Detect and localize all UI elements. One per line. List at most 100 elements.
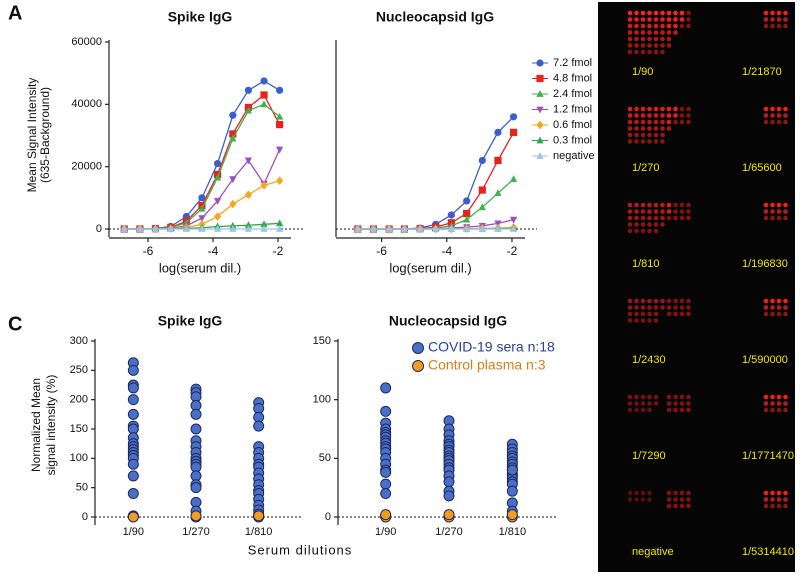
spot [647,298,652,304]
panel-label: A [8,2,22,24]
spot [640,202,646,208]
spot [666,23,672,29]
dot [506,485,518,497]
spot [660,113,665,118]
spot [686,113,691,118]
marker [229,130,237,138]
x-axis-label: log(serum dil.) [389,260,471,275]
spot [647,132,652,138]
marker [276,146,284,154]
spot [770,209,775,214]
spot [686,23,691,29]
dot [127,408,139,420]
dot [443,509,455,521]
spot [647,23,652,29]
legend-marker [536,106,544,114]
marker [260,100,268,108]
spot [770,119,775,125]
spot [679,119,685,125]
spot [640,139,646,144]
spot [647,139,652,144]
spot [666,209,672,214]
spot [660,209,665,214]
marker [244,225,253,232]
spot [660,126,665,131]
dilution-label: 1/21870 [742,66,782,78]
spot [776,209,782,214]
marker [494,128,502,136]
spot [634,311,639,317]
spot [660,23,665,29]
spot [634,222,639,227]
spot [686,119,691,125]
x-axis-label: log(serum dil.) [159,260,241,275]
spot [647,305,652,310]
spot [627,17,633,22]
spot [776,401,782,406]
spot [666,298,672,304]
spot [647,407,652,413]
spot [679,215,685,221]
marker [463,197,471,205]
spot [686,407,691,413]
spot [673,305,678,310]
spot [673,215,678,221]
spot [673,209,678,214]
spot [634,30,639,35]
spot [634,132,639,138]
spot [686,106,691,112]
dot [380,509,392,521]
marker [276,219,284,227]
spot [634,318,639,323]
spot [666,311,672,317]
spot [763,490,769,496]
spot [666,30,672,35]
spot [763,23,769,29]
spot [679,17,685,22]
spot [634,401,639,406]
marker [463,215,471,223]
spot [666,497,672,502]
marker [447,225,455,232]
spot [679,401,685,406]
spot [666,126,672,131]
spot [770,202,775,208]
spot [634,139,639,144]
spot [634,202,639,208]
spot [776,394,782,400]
spot [686,497,691,502]
spot [653,17,659,22]
spot [770,113,775,118]
y-tick-label: 150 [70,423,88,435]
spot [783,407,788,413]
spot [653,394,659,400]
spot [627,119,633,125]
spot [679,407,685,413]
spot [770,503,775,509]
spot [679,305,685,310]
spot [647,490,652,496]
spot [666,106,672,112]
legend-label: 4.8 fmol [553,72,592,84]
spot [640,407,646,413]
y-tick-label: 0 [96,223,102,235]
spot [634,215,639,221]
spot [660,119,665,125]
marker [260,181,268,190]
spot [627,222,633,227]
spot [653,126,659,131]
spot [673,401,678,406]
marker [213,212,222,221]
spot [634,43,639,48]
x-axis-label: Serum dilutions [248,542,353,557]
spot [770,490,775,496]
dilution-label: 1/90 [632,66,653,78]
spot [763,106,769,112]
y-tick-label: 60000 [71,36,102,48]
marker [463,225,471,232]
dot [443,490,455,502]
spot [653,49,659,55]
spot [679,298,685,304]
marker [213,173,222,181]
